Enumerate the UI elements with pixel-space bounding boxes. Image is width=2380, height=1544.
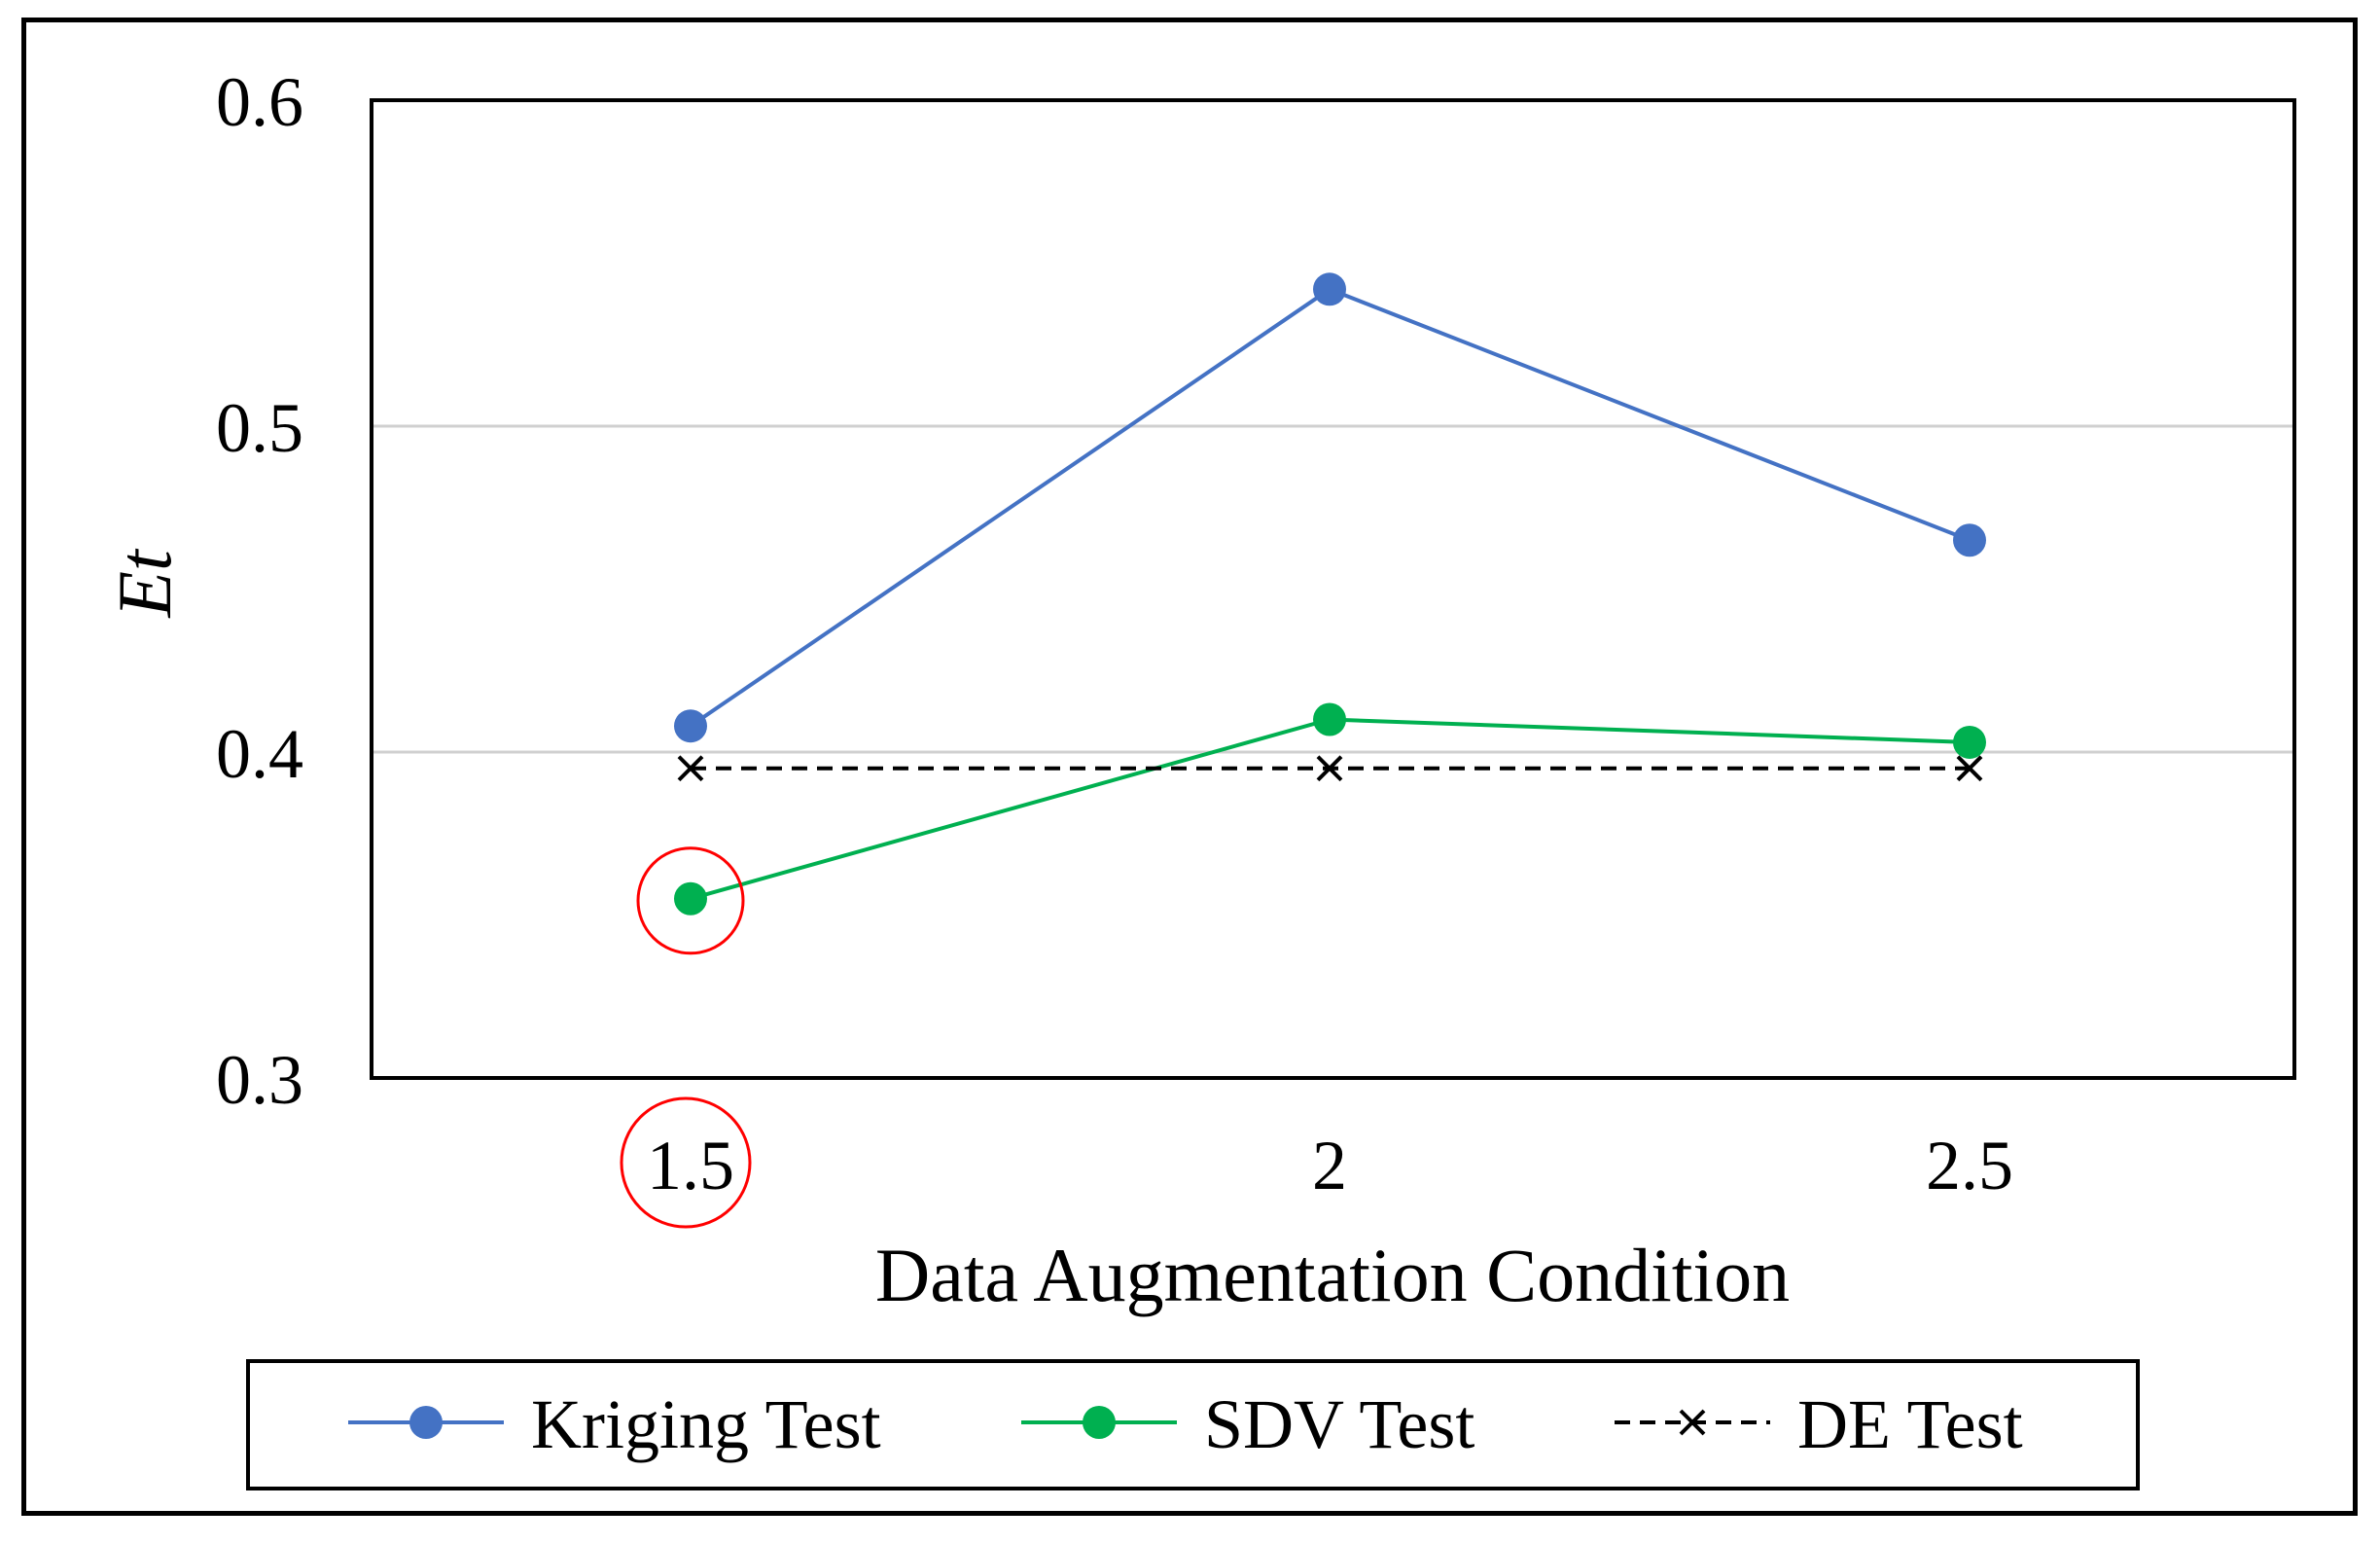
- kriging-test-point: [1313, 272, 1346, 306]
- x-axis-label: Data Augmentation Condition: [875, 1233, 1790, 1317]
- legend-item-sdv-test: SDV Test: [1021, 1385, 1474, 1463]
- legend-label: DE Test: [1797, 1385, 2023, 1463]
- y-tick-label: 0.3: [216, 1041, 303, 1119]
- x-axis-ticks: 1.5 2 2.5: [647, 1127, 2013, 1204]
- legend-box: [246, 1359, 2140, 1490]
- sdv-test-point: [1313, 702, 1346, 736]
- kriging-test-point: [1953, 523, 1986, 557]
- series-layer: [674, 272, 1986, 916]
- y-tick-label: 0.6: [216, 63, 303, 141]
- annotations: [620, 846, 752, 1229]
- de-test-point: [677, 755, 704, 782]
- de-test-point: [1316, 755, 1343, 782]
- sdv-test-line: [690, 717, 1971, 901]
- legend-marker: [1083, 1406, 1116, 1439]
- legend-marker: [409, 1406, 443, 1439]
- y-axis-label: Et: [102, 548, 187, 619]
- kriging-test-point: [674, 709, 707, 743]
- highlight-circle-tick: [620, 1096, 752, 1229]
- gridlines: [372, 424, 2294, 754]
- legend-item-de-test: DE Test: [1615, 1385, 2023, 1463]
- legend-label: SDV Test: [1204, 1385, 1474, 1463]
- legend: Kriging Test SDV Test DE Test: [348, 1385, 2023, 1463]
- highlight-circle-point: [636, 846, 745, 955]
- x-tick-label: 1.5: [647, 1127, 734, 1204]
- sdv-test-point: [1953, 725, 1986, 759]
- plot-area: [370, 98, 2296, 1080]
- kriging-test-line: [689, 287, 1971, 728]
- de-test-point: [1956, 755, 1983, 782]
- legend-label: Kriging Test: [531, 1385, 881, 1463]
- x-tick-label: 2: [1312, 1127, 1347, 1204]
- y-axis-ticks: 0.3 0.4 0.5 0.6: [216, 63, 303, 1119]
- legend-item-kriging-test: Kriging Test: [348, 1385, 881, 1463]
- legend-marker: [1679, 1409, 1706, 1436]
- sdv-test-point: [674, 881, 707, 916]
- x-tick-label: 2.5: [1926, 1127, 2013, 1204]
- y-tick-label: 0.5: [216, 389, 303, 467]
- y-tick-label: 0.4: [216, 715, 303, 793]
